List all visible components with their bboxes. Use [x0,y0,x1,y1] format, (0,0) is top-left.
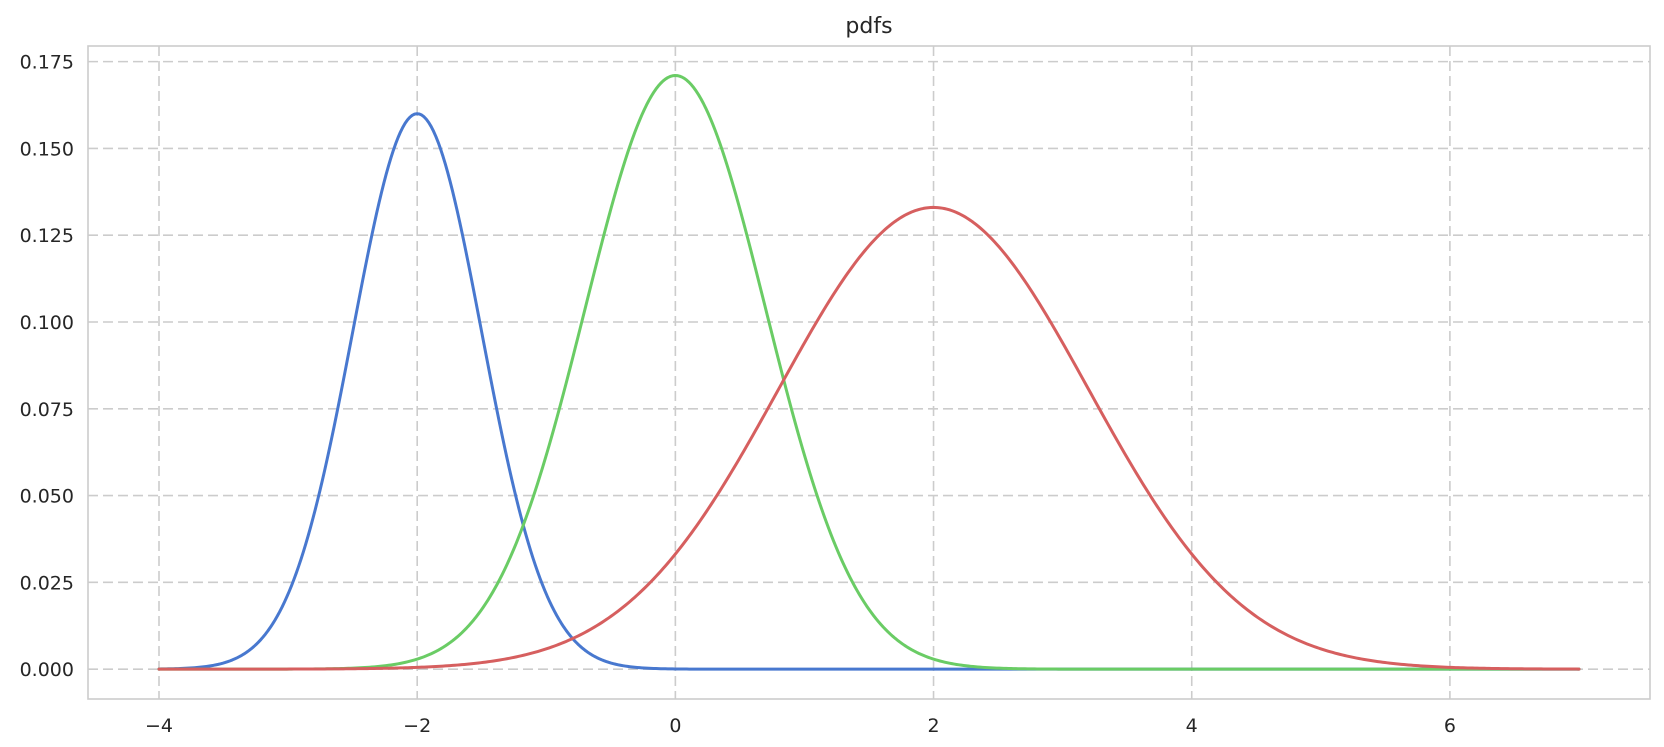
y-tick-label: 0.025 [20,572,74,594]
x-tick-label: 4 [1186,715,1198,737]
y-tick-label: 0.125 [20,225,74,247]
x-tick-label: 0 [669,715,681,737]
y-axis-ticks: 0.000 0.025 0.050 0.075 0.100 0.125 0.150 0.175 [20,52,74,682]
y-tick-label: 0.075 [20,399,74,421]
y-tick-label: 0.000 [20,659,74,681]
x-tick-label: 6 [1444,715,1456,737]
series-line-3 [157,205,1581,671]
x-tick-label: −4 [145,715,173,737]
x-tick-label: 2 [927,715,939,737]
series-lines [157,74,1581,671]
plot-frame [87,45,1651,700]
y-tick-label: 0.050 [20,486,74,508]
series-line-2 [157,74,1581,671]
y-tick-label: 0.175 [20,52,74,74]
chart-title: pdfs [845,14,892,39]
x-axis-ticks: −4 −2 0 2 4 6 [145,715,1456,737]
y-tick-label: 0.150 [20,138,74,160]
y-tick-label: 0.100 [20,312,74,334]
x-tick-label: −2 [403,715,431,737]
